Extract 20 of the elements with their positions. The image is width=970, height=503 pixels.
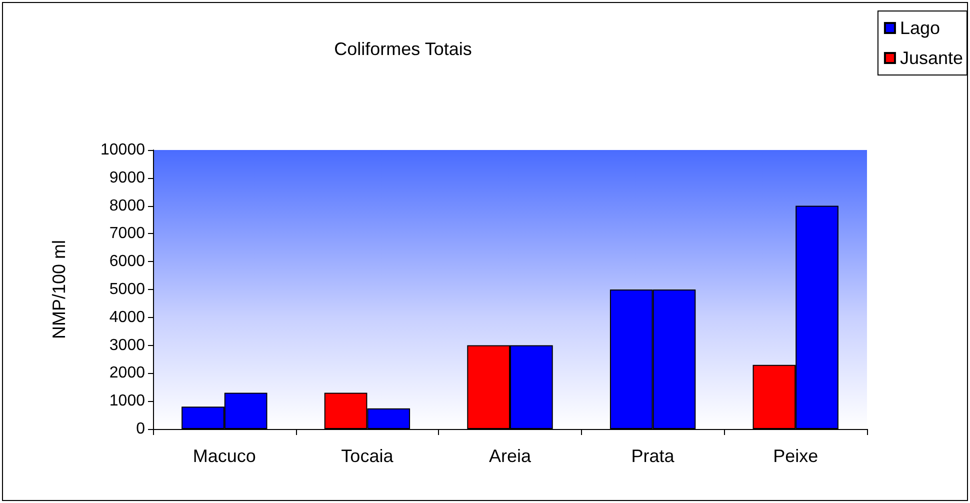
y-tick-label: 1000 xyxy=(109,392,146,410)
y-axis-title: NMP/100 ml xyxy=(49,240,69,340)
y-tick-label: 4000 xyxy=(109,308,146,326)
y-tick-label: 2000 xyxy=(109,364,146,382)
y-tick-label: 3000 xyxy=(109,336,146,354)
y-tick-label: 9000 xyxy=(109,169,146,186)
x-tick-label: Tocaia xyxy=(341,446,394,466)
y-tick-label: 7000 xyxy=(109,225,146,242)
x-tick-label: Peixe xyxy=(773,446,818,466)
y-tick-label: 10000 xyxy=(100,142,146,158)
y-tick-label: 8000 xyxy=(109,197,146,214)
legend-label: Jusante xyxy=(900,48,964,68)
y-tick-label: 0 xyxy=(136,420,146,438)
x-tick-label: Prata xyxy=(631,446,676,466)
y-tick-label: 6000 xyxy=(109,253,146,270)
x-tick-label: Macuco xyxy=(192,446,256,466)
chart-title: Coliformes Totais xyxy=(334,39,472,59)
y-tick-label: 5000 xyxy=(109,281,146,298)
x-tick-label: Areia xyxy=(488,446,532,466)
legend-label: Lago xyxy=(900,18,940,38)
